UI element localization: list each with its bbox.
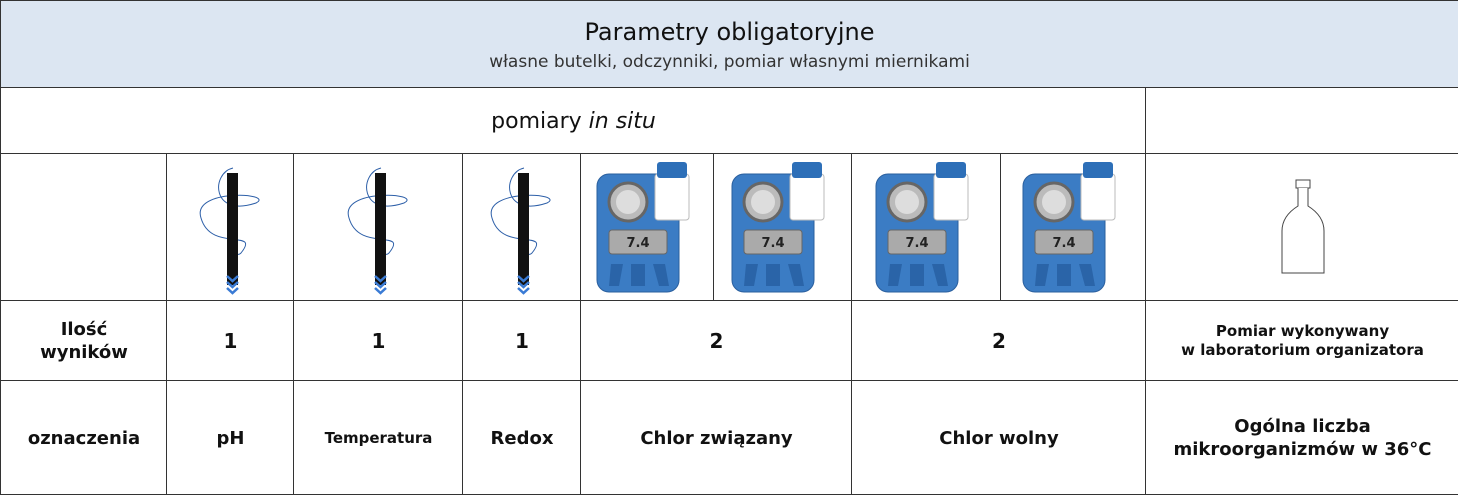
meter-icon: 7.4 xyxy=(875,162,968,293)
section-cell: pomiary in situ xyxy=(0,87,1146,154)
cell-text: w laboratorium organizatora xyxy=(1181,341,1424,359)
table-cell: pH xyxy=(166,380,294,495)
icon-cell xyxy=(166,153,294,301)
meter-display: 7.4 xyxy=(1052,236,1075,251)
table-cell: Chlor związany xyxy=(580,380,852,495)
section-label: pomiary xyxy=(491,108,582,134)
meter-display: 7.4 xyxy=(905,236,928,251)
icon-cell xyxy=(462,153,581,301)
meter-display: 7.4 xyxy=(626,236,649,251)
cell-text: Ilość xyxy=(60,318,108,340)
cell-text: Pomiar wykonywany xyxy=(1215,321,1390,340)
table-cell: Chlor wolny xyxy=(851,380,1146,495)
probe-icon xyxy=(199,167,259,295)
table-cell: Redox xyxy=(462,380,581,495)
icon-cell: 7.4 xyxy=(851,153,1001,301)
table-cell: Ilość wyników xyxy=(0,300,167,381)
table-cell: 1 xyxy=(462,300,581,381)
icon-cell: 7.4 xyxy=(580,153,714,301)
icon-cell: 7.4 xyxy=(713,153,852,301)
table-cell: 2 xyxy=(580,300,852,381)
title: Parametry obligatoryjne xyxy=(584,17,875,46)
meter-icon: 7.4 xyxy=(731,162,825,293)
icon-cell xyxy=(293,153,463,301)
table-cell: Temperatura xyxy=(293,380,463,495)
cell-text: wyników xyxy=(40,342,128,363)
table-cell: Ogólna liczba mikroorganizmów w 36°C xyxy=(1145,380,1458,495)
probe-icon xyxy=(347,167,407,295)
subtitle: własne butelki, odczynniki, pomiar własn… xyxy=(489,51,970,72)
table-cell: 1 xyxy=(166,300,294,381)
icon-cell xyxy=(1145,153,1458,301)
section-label-italic: in situ xyxy=(588,108,656,134)
icon-cell xyxy=(0,153,167,301)
cell-text: Ogólna liczba xyxy=(1234,415,1371,437)
empty-cell xyxy=(1145,87,1458,154)
cell-text: mikroorganizmów w 36°C xyxy=(1173,439,1432,460)
bottle-icon xyxy=(1281,179,1324,273)
table-cell: oznaczenia xyxy=(0,380,167,495)
meter-icon: 7.4 xyxy=(596,162,689,293)
table-cell: Pomiar wykonywany w laboratorium organiza… xyxy=(1145,300,1458,381)
header: Parametry obligatoryjne własne butelki, … xyxy=(0,0,1458,88)
meter-display: 7.4 xyxy=(761,236,784,251)
icon-cell: 7.4 xyxy=(1000,153,1146,301)
table-cell: 2 xyxy=(851,300,1146,381)
table-cell: 1 xyxy=(293,300,463,381)
meter-icon: 7.4 xyxy=(1022,162,1115,293)
probe-icon xyxy=(490,167,551,295)
